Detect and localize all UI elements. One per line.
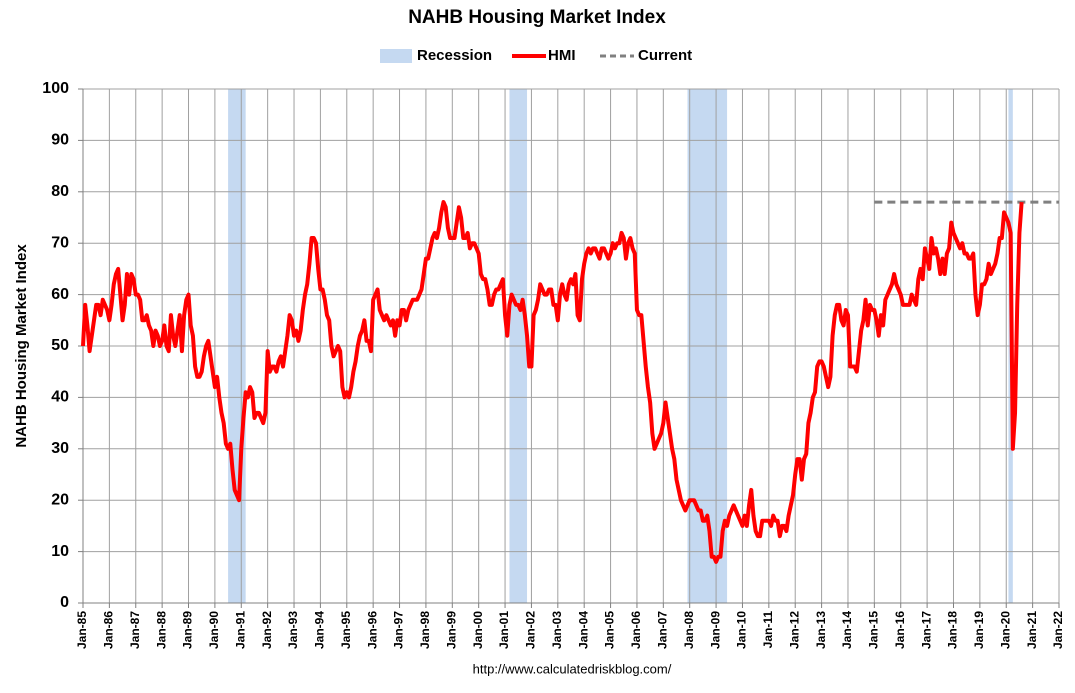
x-tick-label: Jan-10 [735, 611, 749, 649]
y-tick-label: 40 [51, 389, 69, 406]
x-tick-label: Jan-01 [497, 611, 511, 649]
y-tick-label: 100 [42, 80, 69, 97]
hmi-line [81, 200, 1024, 564]
x-tick-label: Jan-07 [655, 611, 669, 649]
legend-label: Current [638, 47, 692, 64]
x-tick-label: Jan-18 [946, 611, 960, 649]
x-tick-label: Jan-09 [708, 611, 722, 649]
x-tick-label: Jan-91 [233, 611, 247, 649]
x-tick-label: Jan-22 [1051, 611, 1065, 649]
legend-swatch [380, 49, 412, 63]
legend-label: Recession [417, 47, 492, 64]
y-tick-label: 0 [60, 594, 69, 611]
x-tick-label: Jan-02 [524, 611, 538, 649]
y-axis-label: NAHB Housing Market Index [13, 244, 30, 448]
x-tick-label: Jan-13 [814, 611, 828, 649]
x-tick-label: Jan-97 [392, 611, 406, 649]
x-tick-label: Jan-12 [787, 611, 801, 649]
x-tick-label: Jan-89 [181, 611, 195, 649]
x-tick-label: Jan-20 [998, 611, 1012, 649]
x-tick-label: Jan-99 [444, 611, 458, 649]
y-tick-label: 60 [51, 286, 69, 303]
x-tick-label: Jan-96 [365, 611, 379, 649]
x-tick-label: Jan-00 [471, 611, 485, 649]
x-tick-label: Jan-03 [550, 611, 564, 649]
x-tick-label: Jan-21 [1025, 611, 1039, 649]
x-tick-label: Jan-92 [260, 611, 274, 649]
x-tick-label: Jan-11 [761, 611, 775, 649]
x-tick-label: Jan-98 [418, 611, 432, 649]
x-tick-label: Jan-06 [629, 611, 643, 649]
x-tick-label: Jan-17 [919, 611, 933, 649]
source: http://www.calculatedriskblog.com/ [473, 661, 672, 676]
x-tick-label: Jan-94 [313, 611, 327, 649]
x-tick-label: Jan-93 [286, 611, 300, 649]
x-tick-label: Jan-95 [339, 611, 353, 649]
x-tick-label: Jan-88 [154, 611, 168, 649]
x-tick-label: Jan-05 [603, 611, 617, 649]
y-tick-label: 80 [51, 183, 69, 200]
x-tick-label: Jan-86 [102, 611, 116, 649]
x-tick-label: Jan-87 [128, 611, 142, 649]
x-tick-label: Jan-85 [75, 611, 89, 649]
legend-label: HMI [548, 47, 576, 64]
x-tick-label: Jan-19 [972, 611, 986, 649]
x-tick-label: Jan-08 [682, 611, 696, 649]
y-tick-label: 70 [51, 234, 69, 251]
chart-title: NAHB Housing Market Index [408, 7, 666, 28]
y-tick-label: 10 [51, 543, 69, 560]
x-tick-label: Jan-14 [840, 611, 854, 649]
y-tick-label: 20 [51, 491, 69, 508]
y-tick-label: 90 [51, 132, 69, 149]
x-tick-label: Jan-04 [576, 611, 590, 649]
x-tick-label: Jan-90 [207, 611, 221, 649]
y-tick-label: 50 [51, 337, 69, 354]
y-tick-label: 30 [51, 440, 69, 457]
x-tick-label: Jan-16 [893, 611, 907, 649]
x-tick-label: Jan-15 [867, 611, 881, 649]
